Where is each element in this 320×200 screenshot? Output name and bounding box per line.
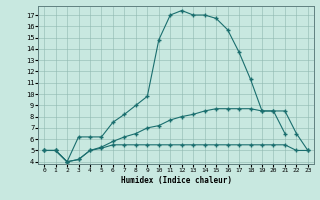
X-axis label: Humidex (Indice chaleur): Humidex (Indice chaleur) [121,176,231,185]
